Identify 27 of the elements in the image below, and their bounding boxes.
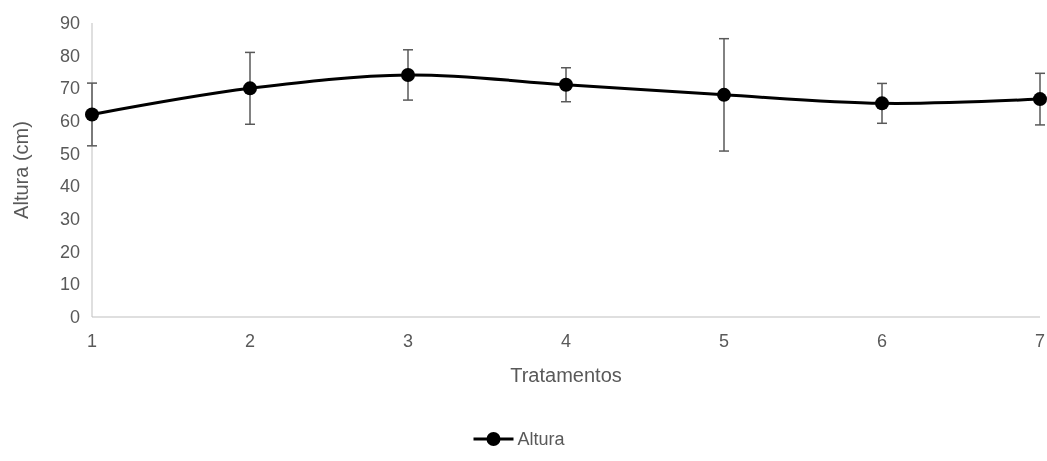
y-tick-label: 0 (69, 307, 80, 327)
y-tick-label: 70 (59, 78, 80, 99)
y-tick-label: 30 (59, 209, 80, 229)
x-tick-label: 2 (244, 331, 256, 351)
x-axis-title: Tratamentos (510, 364, 622, 386)
point (559, 77, 573, 92)
y-axis-title: Altura (cm) (10, 121, 32, 219)
x-tick-label: 7 (1034, 331, 1046, 351)
y-tick-label: 10 (59, 274, 80, 295)
y-tick-label: 20 (59, 241, 80, 262)
point (85, 107, 99, 122)
legend-label: Altura (517, 429, 566, 450)
y-tick-label: 50 (59, 143, 80, 164)
point (243, 81, 257, 96)
x-tick-label: 6 (876, 331, 888, 351)
x-tick-label: 4 (560, 331, 572, 351)
x-tick-label: 5 (718, 331, 730, 351)
point (1033, 92, 1047, 107)
x-tick-label: 1 (86, 331, 98, 351)
x-tick-label: 3 (402, 331, 414, 351)
point (717, 87, 731, 102)
point (875, 96, 889, 111)
y-tick-label: 60 (59, 111, 80, 131)
y-tick-label: 80 (59, 45, 80, 66)
y-tick-label: 90 (59, 13, 80, 33)
point (401, 67, 415, 82)
y-tick-label: 40 (59, 176, 80, 197)
